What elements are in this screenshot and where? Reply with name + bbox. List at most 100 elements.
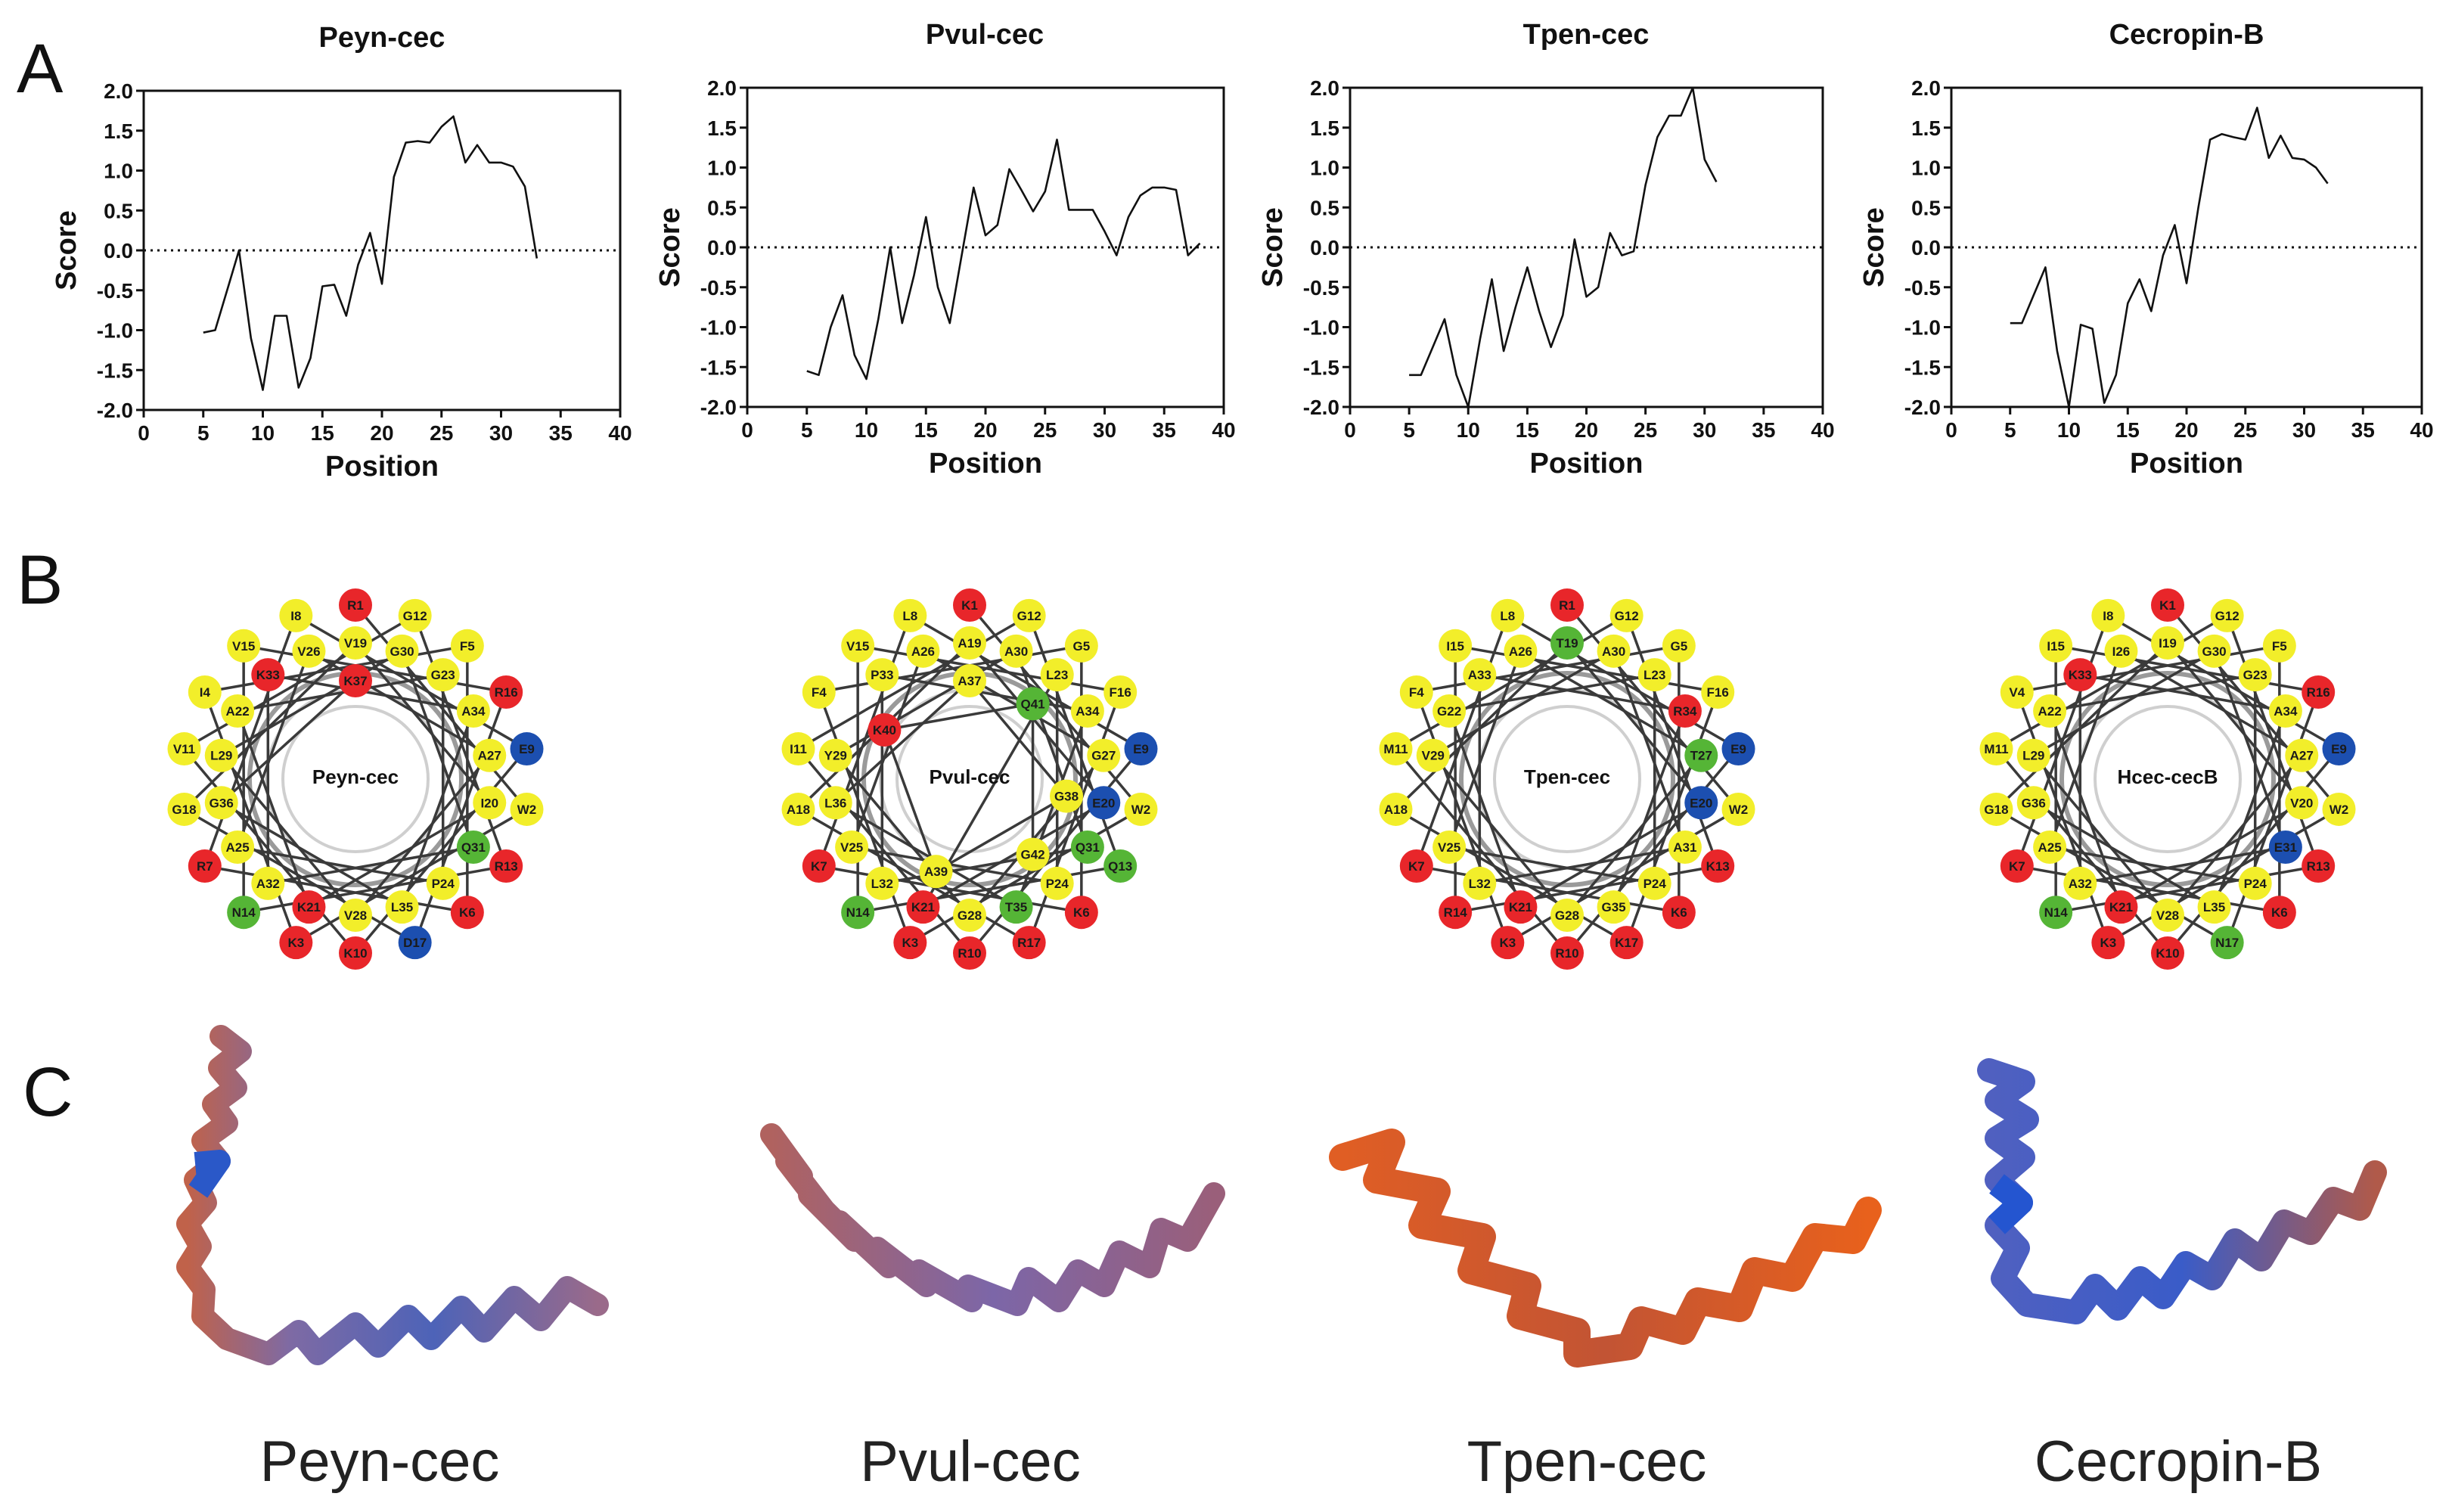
y-tick-label: 1.5 [104,120,133,143]
residue-label: K1 [2159,598,2176,613]
residue-node [1463,866,1497,900]
x-tick-label: 40 [608,421,632,445]
wheel-connector [237,846,444,885]
residue-label: K21 [2109,900,2133,914]
wheel-connector [1028,615,1122,867]
wheel-connector [267,673,474,713]
residue-label: Q31 [1076,840,1100,855]
wheel-connector [935,795,1067,873]
chart-title: Tpen-cec [1523,19,1650,51]
residue-node [2016,786,2050,820]
residue-node [1609,926,1644,960]
chart-title: Peyn-cec [319,22,445,54]
residue-label: L29 [210,749,232,763]
residue-label: N14 [232,905,256,920]
residue-label: R13 [495,859,518,874]
residue-label: K37 [343,674,367,688]
wheel-connector [881,673,1088,713]
wheel-connector [2226,615,2320,867]
residue-node [2285,786,2319,820]
residue-node [1721,792,1755,826]
wheel-connector [2016,644,2280,694]
residue-node [1684,738,1718,772]
residue-node [1504,890,1538,924]
x-tick-label: 35 [549,421,573,445]
residue-label: E9 [1730,742,1746,756]
residue-node [781,732,815,766]
residue-node [1504,634,1538,668]
residue-node [385,890,419,924]
residue-node [2091,598,2125,632]
residue-label: R16 [2307,685,2330,700]
residue-label: Q41 [1020,697,1044,711]
residue-label: L8 [902,609,917,623]
x-tick-label: 15 [914,418,938,442]
residue-node [1416,738,1450,772]
residue-label: A18 [787,803,810,817]
residue-node [919,855,953,889]
residue-label: A30 [1004,644,1028,659]
wheel-graphics: K1 W2 K3 F4 G5 K6 K7 L8 E9 R10 I11 G12 Q13 N14 V15 F16 R… [781,588,1158,970]
helix-highlight [1988,1174,2033,1234]
residue-node [204,738,238,772]
residue-node [339,588,372,622]
residue-label: R10 [958,946,981,961]
wheel-connector [2048,710,2123,908]
residue-node [2322,792,2356,826]
residue-node [953,588,986,622]
residue-node [2104,634,2138,668]
x-tick-label: 5 [197,421,210,445]
residue-label: A39 [924,865,948,879]
residue-node [1662,629,1696,663]
wheel-connector [414,691,507,943]
y-tick-label: 0.5 [104,199,133,222]
x-tick-label: 15 [2116,418,2140,442]
wheel-connector [2032,650,2215,757]
wheel-connector [968,679,1068,797]
wheel-connector [1612,710,1687,908]
x-tick-label: 15 [1516,418,1539,442]
residue-label: A19 [958,636,981,650]
y-tick-label: -1.5 [1904,355,1941,379]
residue-node [2151,588,2184,622]
wheel-connector [834,650,1017,757]
x-tick-label: 25 [1634,418,1657,442]
residue-label: I19 [2159,636,2177,650]
residue-label: W2 [2329,803,2349,817]
wheel-connector [2016,615,2109,867]
residue-label: V29 [1422,749,1445,763]
residue-node [1463,658,1497,692]
structure-label: Cecropin-B [2035,1430,2322,1494]
wheel-connector [1395,808,1628,944]
x-tick-label: 35 [1153,418,1176,442]
y-tick-label: 1.0 [707,157,737,180]
residue-label: A30 [1602,644,1625,659]
residue-node [1050,779,1084,813]
wheel-connector [818,865,1082,914]
residue-node [292,890,326,924]
wheel-connector [1448,710,1522,908]
residue-node [1016,837,1050,871]
residue-label: G5 [1670,639,1687,654]
residue-node [1103,849,1138,883]
residue-label: V11 [173,742,195,756]
x-tick-label: 20 [1575,418,1598,442]
residue-node [1701,675,1735,709]
residue-node [906,890,940,924]
residue-node [1637,866,1671,900]
residue-node [2197,634,2231,668]
residue-node [1439,896,1473,930]
wheel-title: Peyn-cec [312,765,399,788]
residue-label: A32 [256,877,280,891]
residue-label: G22 [1437,704,1461,719]
residue-node [188,675,222,709]
wheel-connector [308,801,491,908]
residue-label: I8 [2103,609,2113,623]
residue-node [2285,738,2319,772]
wheel-connector [1432,754,1569,917]
residue-node [2000,849,2034,883]
residue-node [2151,936,2184,970]
wheel-connector [203,615,297,867]
wheel-connector [220,679,357,804]
